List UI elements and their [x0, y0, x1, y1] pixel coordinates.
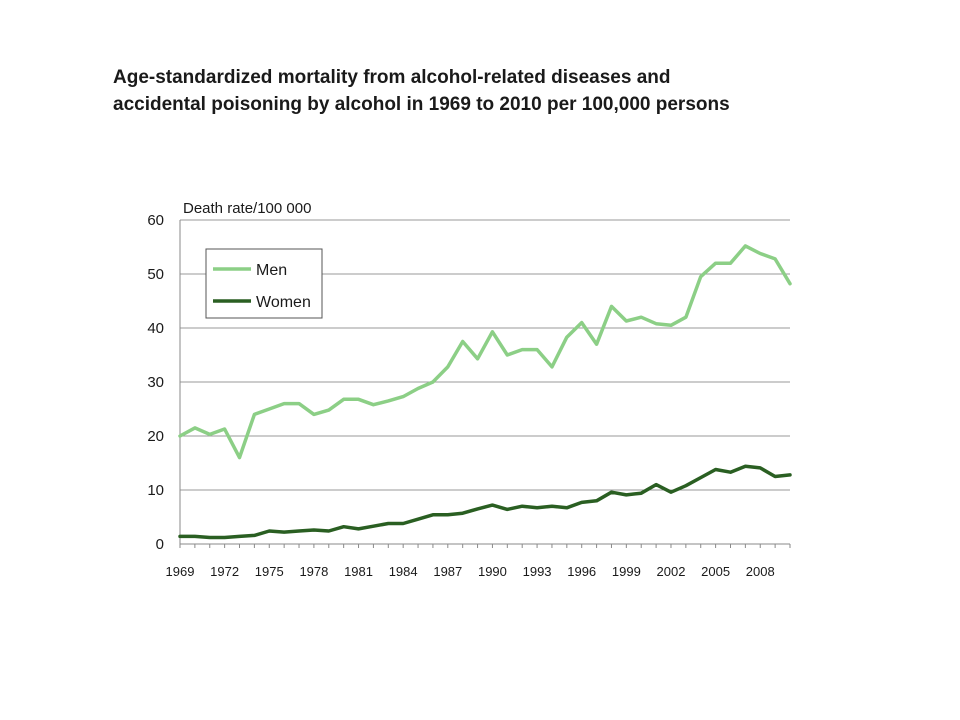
x-tick-label-2008: 2008: [746, 564, 775, 579]
y-tick-label-60: 60: [147, 212, 164, 229]
x-tick-label-1987: 1987: [433, 564, 462, 579]
series-line-men: [178, 244, 792, 460]
slide-title: Age-standardized mortality from alcohol-…: [113, 67, 730, 115]
y-tick-label-20: 20: [147, 428, 164, 445]
series-lines: [178, 244, 792, 540]
y-tick-labels: 0 10 20 30 40 50 60: [147, 212, 164, 553]
x-tick-label-1972: 1972: [210, 564, 239, 579]
x-tick-labels: 1969 1972 1975 1978 1981 1984 1987 1990 1993 1996…: [166, 564, 775, 579]
y-tick-label-0: 0: [156, 536, 164, 553]
x-tick-label-1969: 1969: [166, 564, 195, 579]
x-tick-label-1996: 1996: [567, 564, 596, 579]
x-tick-label-1984: 1984: [389, 564, 418, 579]
x-tick-label-1978: 1978: [299, 564, 328, 579]
y-tick-label-30: 30: [147, 374, 164, 391]
x-tick-label-1999: 1999: [612, 564, 641, 579]
y-tick-label-10: 10: [147, 482, 164, 499]
x-tick-label-1975: 1975: [255, 564, 284, 579]
x-tick-label-2005: 2005: [701, 564, 730, 579]
series-line-women: [178, 464, 792, 540]
legend-label-women: Women: [256, 294, 311, 311]
x-tick-label-1990: 1990: [478, 564, 507, 579]
y-axis-label: Death rate/100 000: [183, 200, 311, 217]
y-tick-label-50: 50: [147, 266, 164, 283]
legend: Men Women: [205, 248, 323, 319]
y-gridlines: [180, 219, 790, 491]
y-tick-label-40: 40: [147, 320, 164, 337]
x-tick-label-2002: 2002: [657, 564, 686, 579]
legend-label-men: Men: [256, 262, 287, 279]
x-tick-label-1981: 1981: [344, 564, 373, 579]
x-tick-label-1993: 1993: [523, 564, 552, 579]
legend-box: [205, 248, 323, 319]
x-axis-ticks: [179, 544, 791, 548]
